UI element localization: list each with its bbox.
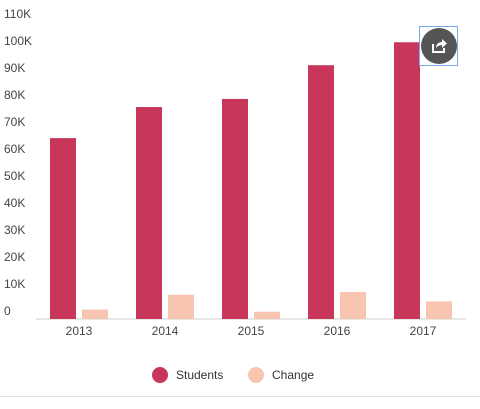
bottom-rule [0, 396, 480, 397]
share-focus-frame [419, 26, 458, 66]
bar-change-2015[interactable] [254, 311, 280, 319]
y-tick-label: 40K [4, 196, 25, 210]
bar-change-2013[interactable] [82, 309, 108, 319]
y-axis: 0 10K 20K 30K 40K 50K 60K 70K 80K 90K 100K 110K [4, 7, 32, 318]
bar-students-2014[interactable] [136, 107, 162, 319]
legend-item-students[interactable]: Students [152, 367, 223, 383]
bars [50, 42, 452, 319]
y-tick-label: 110K [4, 7, 31, 21]
y-tick-label: 80K [4, 88, 25, 102]
legend-label: Change [272, 368, 314, 382]
bar-students-2016[interactable] [308, 65, 334, 319]
y-tick-label: 30K [4, 223, 25, 237]
y-tick-label: 50K [4, 169, 25, 183]
bar-change-2016[interactable] [340, 292, 366, 319]
share-button[interactable] [421, 28, 457, 64]
legend[interactable]: Students Change [152, 367, 314, 383]
y-tick-label: 20K [4, 250, 25, 264]
x-axis: 2013 2014 2015 2016 2017 [36, 318, 466, 338]
legend-marker [248, 367, 264, 383]
y-tick-label: 90K [4, 61, 25, 75]
legend-label: Students [176, 368, 223, 382]
x-tick-label: 2015 [238, 324, 265, 338]
y-tick-label: 100K [4, 34, 32, 48]
x-tick-label: 2013 [66, 324, 93, 338]
x-tick-label: 2016 [324, 324, 351, 338]
x-tick-label: 2017 [410, 324, 437, 338]
bar-change-2017[interactable] [426, 301, 452, 319]
bar-change-2014[interactable] [168, 294, 194, 319]
bar-students-2017[interactable] [394, 42, 420, 319]
bar-students-2013[interactable] [50, 138, 76, 319]
y-tick-label: 70K [4, 115, 25, 129]
share-icon [432, 39, 447, 53]
legend-marker [152, 367, 168, 383]
x-tick-label: 2014 [152, 324, 179, 338]
y-tick-label: 0 [4, 304, 11, 318]
legend-item-change[interactable]: Change [248, 367, 314, 383]
y-tick-label: 10K [4, 277, 25, 291]
y-tick-label: 60K [4, 142, 25, 156]
bar-students-2015[interactable] [222, 98, 248, 319]
